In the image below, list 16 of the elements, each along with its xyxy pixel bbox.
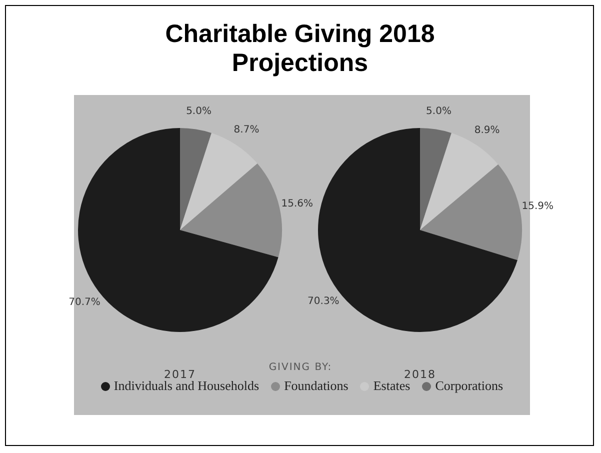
legend-label: Individuals and Households xyxy=(114,378,260,394)
text: 2018 xyxy=(404,368,436,381)
chart-title: Charitable Giving 2018 Projections xyxy=(164,20,436,78)
legend-label: Foundations xyxy=(284,378,348,394)
data-label: 70.3% xyxy=(308,296,340,307)
text: 2017 xyxy=(164,368,196,381)
data-label: 5.0% xyxy=(426,106,452,118)
data-label: 8.9% xyxy=(474,125,500,136)
legend-label: Estates xyxy=(373,378,410,394)
data-label: 8.7% xyxy=(234,124,260,136)
data-label: 70.7% xyxy=(68,297,100,308)
legend-label: Corporations xyxy=(435,378,504,394)
legend-title: GIVING BY: xyxy=(268,362,332,373)
data-label: 15.6% xyxy=(281,198,313,210)
data-label: 5.0% xyxy=(186,106,212,118)
data-label: 15.9% xyxy=(522,200,554,212)
